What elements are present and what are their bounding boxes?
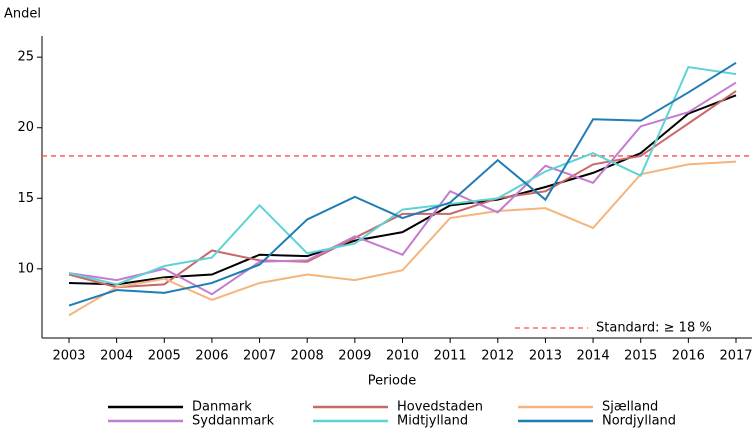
series-line <box>68 160 737 317</box>
x-tick-label: 2011 <box>434 349 467 364</box>
series-line <box>68 81 737 296</box>
y-tick-label: 10 <box>17 261 34 276</box>
legend-label: Syddanmark <box>192 414 275 428</box>
legend-label: Danmark <box>192 400 252 415</box>
x-tick-label: 2014 <box>577 349 610 364</box>
series-line <box>68 94 737 286</box>
y-axis-label: Andel <box>4 7 41 22</box>
x-tick-label: 2005 <box>148 349 181 364</box>
x-tick-label: 2003 <box>52 349 85 364</box>
y-tick-label: 25 <box>17 50 34 65</box>
series-line <box>68 61 737 307</box>
x-tick-label: 2010 <box>386 349 419 364</box>
y-tick-label: 15 <box>17 191 34 206</box>
legend-label: Sjælland <box>602 400 658 415</box>
legend-label: Midtjylland <box>397 414 468 428</box>
series-line <box>68 65 737 286</box>
x-tick-label: 2017 <box>719 349 752 364</box>
x-tick-label: 2013 <box>529 349 562 364</box>
x-tick-label: 2008 <box>291 349 324 364</box>
x-tick-label: 2016 <box>672 349 705 364</box>
legend-label: Nordjylland <box>602 414 676 428</box>
x-tick-label: 2007 <box>243 349 276 364</box>
x-tick-label: 2009 <box>338 349 371 364</box>
x-tick-label: 2006 <box>195 349 228 364</box>
x-tick-label: 2012 <box>481 349 514 364</box>
legend-label: Hovedstaden <box>397 400 483 415</box>
x-tick-label: 2004 <box>100 349 133 364</box>
x-tick-label: 2015 <box>624 349 657 364</box>
x-axis-label: Periode <box>368 374 417 389</box>
reference-legend-label: Standard: ≥ 18 % <box>596 321 712 336</box>
y-tick-label: 20 <box>17 120 34 135</box>
series-line <box>68 90 737 289</box>
